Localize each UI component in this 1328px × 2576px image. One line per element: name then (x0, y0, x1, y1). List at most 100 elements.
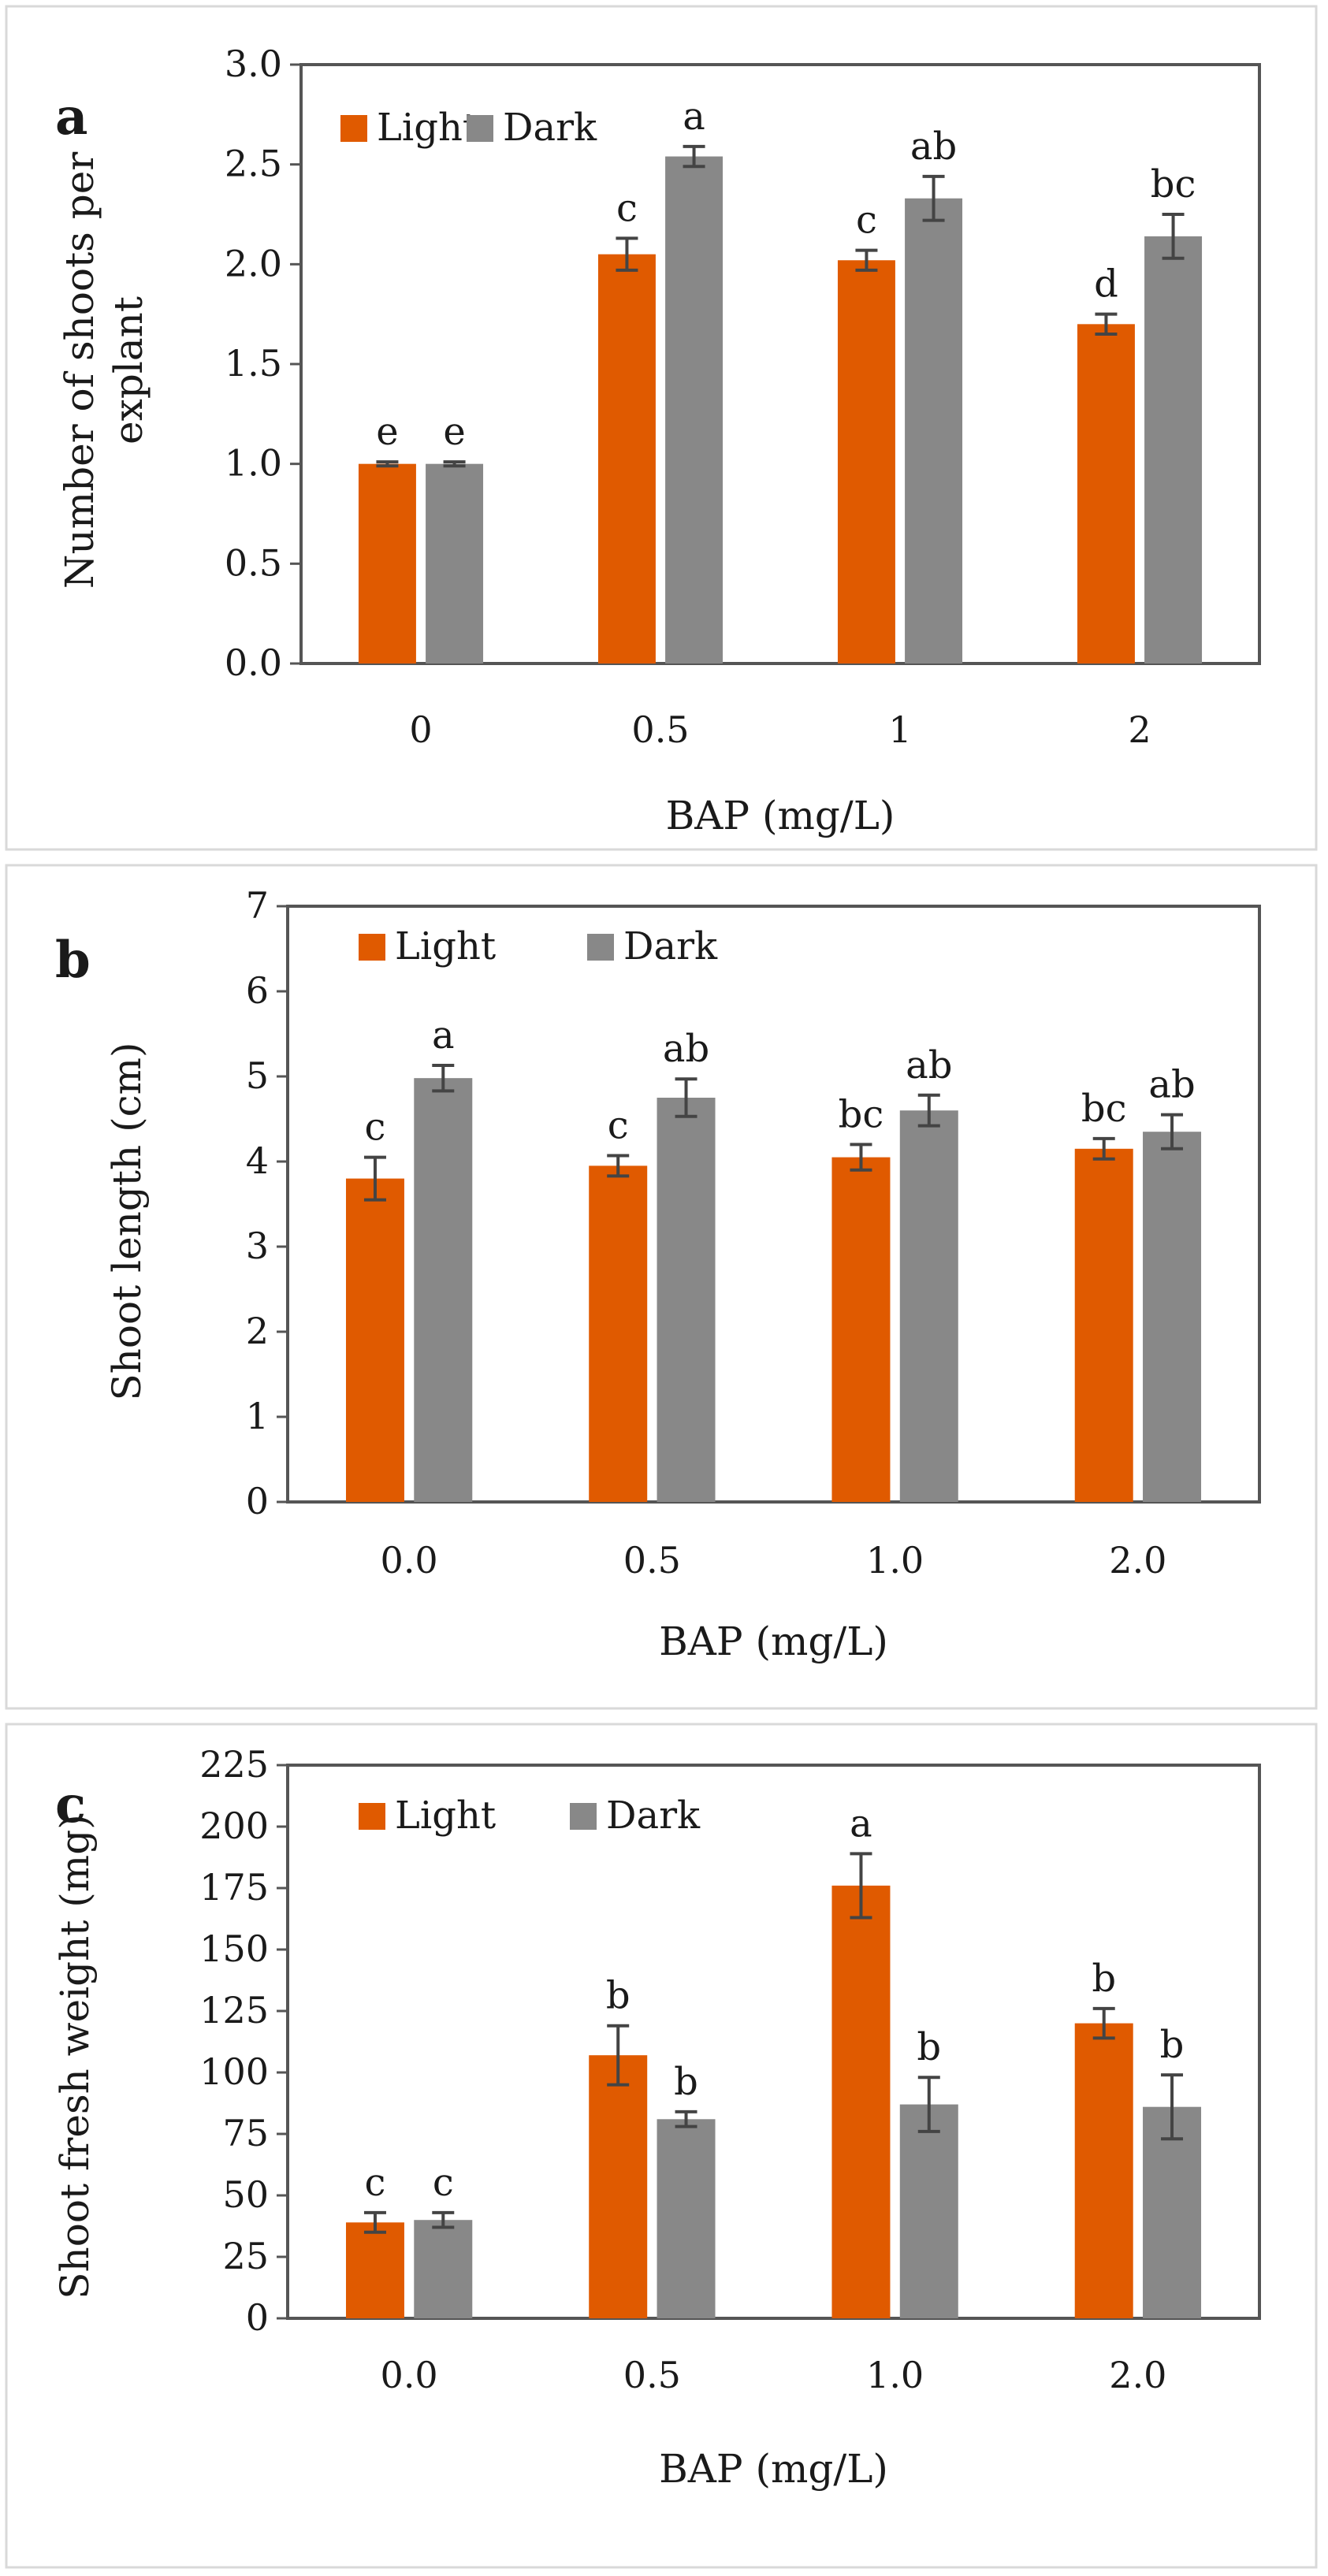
legend-swatch-light (340, 115, 367, 142)
significance-letter: bc (839, 1092, 884, 1136)
chart-panel-b: 0 1 2 3 4 5 6 7 c a 0.0 c ab 0.5 bc ab 1.0 bc ab 2.0 BAP (mg… (0, 859, 1328, 1718)
significance-letter: d (1094, 262, 1118, 307)
y-tick-label: 0.5 (225, 541, 282, 584)
legend-label-dark: Dark (503, 106, 597, 150)
legend-label-light: Light (395, 1794, 496, 1838)
y-tick-label: 25 (222, 2235, 269, 2277)
significance-letter: c (608, 1103, 629, 1147)
bar-dark-3 (1144, 236, 1203, 664)
significance-letter: e (443, 410, 465, 454)
significance-letter: a (432, 1013, 455, 1058)
y-tick-label: 125 (199, 1989, 269, 2031)
significance-letter: ab (1148, 1063, 1195, 1107)
significance-letter: c (365, 1106, 386, 1150)
x-tick-label: 1.0 (866, 2354, 924, 2396)
legend-swatch-dark (467, 115, 493, 142)
y-tick-label: 3 (246, 1225, 269, 1267)
bar-dark-2 (905, 198, 963, 664)
x-tick-label: 2.0 (1109, 1539, 1166, 1582)
bar-light-0 (345, 2222, 404, 2318)
y-tick-label: 7 (246, 884, 269, 927)
significance-letter: a (683, 95, 705, 139)
bar-light-1 (597, 254, 656, 664)
x-axis-label: BAP (mg/L) (659, 2446, 888, 2492)
plot-area-border (286, 1764, 1261, 2320)
bar-light-1 (589, 2055, 648, 2318)
bar-dark-2 (899, 2104, 958, 2318)
bar-light-2 (831, 1157, 891, 1502)
bar-dark-0 (426, 463, 484, 664)
y-tick-label: 2.5 (225, 143, 282, 185)
y-tick-label: 1.0 (225, 442, 282, 485)
x-tick-label: 0 (409, 708, 432, 751)
bar-light-3 (1077, 324, 1135, 664)
x-tick-label: 0.5 (623, 1539, 681, 1582)
bar-light-1 (589, 1165, 648, 1502)
chart-outer-frame (5, 1723, 1318, 2569)
bar-light-3 (1074, 2023, 1133, 2318)
significance-letter: e (376, 410, 398, 454)
y-tick-label: 0 (246, 2296, 269, 2339)
x-tick-label: 0.0 (381, 2354, 438, 2396)
y-axis-label-line: Number of shoots per (57, 152, 102, 589)
significance-letter: ab (910, 125, 957, 169)
y-tick-label: 200 (199, 1805, 269, 1847)
y-axis-label: Shoot length (cm) (104, 1042, 150, 1400)
x-axis-label: BAP (mg/L) (659, 1619, 888, 1664)
y-tick-label: 2.0 (225, 242, 282, 284)
x-tick-label: 0.0 (381, 1539, 438, 1582)
significance-letter: ab (906, 1043, 952, 1087)
significance-letter: b (606, 1974, 631, 2018)
y-tick-label: 175 (199, 1866, 269, 1909)
chart-panel-a: 0.0 0.5 1.0 1.5 2.0 2.5 3.0 e e 0 c a 0.5 c ab 1 d bc 2 BAP… (0, 0, 1328, 859)
significance-letter: ab (663, 1027, 709, 1071)
y-axis-label-line: Shoot length (cm) (104, 1042, 150, 1400)
bar-dark-3 (1143, 2106, 1202, 2318)
legend-label-light: Light (395, 924, 496, 968)
x-tick-label: 2.0 (1109, 2354, 1166, 2396)
x-tick-label: 1 (888, 708, 911, 751)
bar-dark-1 (657, 2119, 716, 2318)
significance-letter: b (1092, 1957, 1116, 2001)
bar-light-2 (831, 1885, 891, 2318)
y-tick-label: 75 (222, 2112, 269, 2154)
chart-panel-c: 0 25 50 75 100 125 150 175 200 225 c c 0.0 b b 0.5 a b 1.0… (0, 1718, 1328, 2576)
x-tick-label: 2 (1128, 708, 1151, 751)
bar-dark-1 (665, 156, 724, 664)
significance-letter: c (433, 2161, 454, 2205)
y-tick-label: 1 (246, 1395, 269, 1437)
legend-swatch-light (359, 934, 385, 961)
legend-swatch-light (359, 1803, 385, 1830)
significance-letter: c (616, 186, 638, 230)
y-axis-label: Number of shoots per explant (57, 152, 151, 589)
significance-letter: a (850, 1801, 872, 1846)
x-tick-label: 0.5 (623, 2354, 681, 2396)
significance-letter: b (917, 2025, 941, 2069)
bar-light-3 (1074, 1148, 1133, 1502)
chart-outer-frame (5, 864, 1318, 1710)
x-axis-label: BAP (mg/L) (666, 793, 895, 838)
y-tick-label: 225 (199, 1743, 269, 1786)
y-tick-label: 3.0 (225, 43, 282, 85)
bar-light-0 (345, 1178, 404, 1502)
y-tick-label: 6 (246, 969, 269, 1012)
bar-dark-0 (414, 1078, 473, 1502)
y-tick-label: 150 (199, 1927, 269, 1970)
significance-letter: c (856, 199, 877, 243)
y-tick-label: 0 (246, 1480, 269, 1522)
y-tick-label: 0.0 (225, 641, 282, 684)
panel-label: c (55, 1775, 86, 1834)
panel-label: a (55, 87, 87, 147)
y-tick-label: 2 (246, 1310, 269, 1352)
y-tick-label: 50 (222, 2173, 269, 2216)
x-tick-label: 1.0 (866, 1539, 924, 1582)
chart-svg: 0.00.51.01.52.02.53.0e e0ca0.5cab1dbc2BAP… (5, 5, 1318, 851)
bar-light-2 (837, 260, 895, 664)
chart-outer-frame (5, 5, 1318, 851)
bar-dark-2 (899, 1110, 958, 1502)
legend-label-dark: Dark (623, 924, 718, 968)
legend-swatch-dark (587, 934, 614, 961)
y-axis-label: Shoot fresh weight (mg) (52, 1814, 98, 2299)
y-tick-label: 5 (246, 1054, 269, 1097)
